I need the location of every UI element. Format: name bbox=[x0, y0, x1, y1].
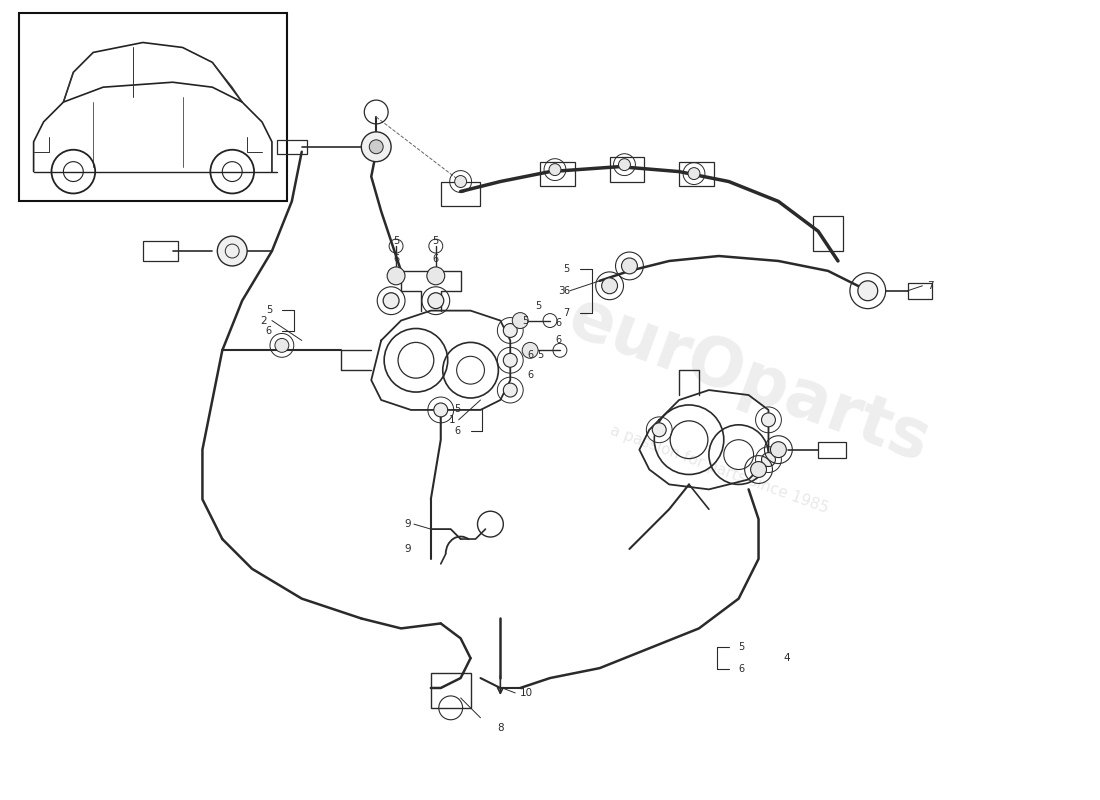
Text: 5: 5 bbox=[432, 236, 439, 246]
Circle shape bbox=[504, 383, 517, 397]
Text: 6: 6 bbox=[432, 254, 439, 264]
Circle shape bbox=[761, 453, 776, 466]
Circle shape bbox=[522, 342, 538, 358]
Bar bbox=[679, 162, 714, 186]
Bar bbox=[908, 283, 933, 298]
Text: 5: 5 bbox=[535, 301, 541, 310]
Circle shape bbox=[688, 168, 700, 179]
Circle shape bbox=[387, 267, 405, 285]
Circle shape bbox=[504, 323, 517, 338]
Circle shape bbox=[370, 140, 383, 154]
Text: 6: 6 bbox=[266, 326, 272, 337]
Text: 7: 7 bbox=[563, 308, 570, 318]
Text: 6: 6 bbox=[556, 318, 561, 327]
Bar bbox=[431, 673, 471, 708]
Circle shape bbox=[761, 413, 776, 427]
Text: 5: 5 bbox=[454, 404, 461, 414]
Text: 9: 9 bbox=[405, 544, 411, 554]
Text: 3: 3 bbox=[559, 286, 565, 296]
Text: 5: 5 bbox=[739, 642, 745, 652]
Text: eurOparts: eurOparts bbox=[559, 284, 938, 476]
Bar bbox=[540, 162, 575, 186]
Bar bbox=[19, 13, 287, 202]
Text: 2: 2 bbox=[261, 315, 267, 326]
Circle shape bbox=[750, 462, 767, 478]
Text: 9: 9 bbox=[405, 519, 411, 529]
Circle shape bbox=[621, 258, 637, 274]
Circle shape bbox=[513, 313, 528, 329]
Circle shape bbox=[770, 442, 786, 458]
Text: 6: 6 bbox=[563, 286, 570, 296]
Circle shape bbox=[275, 338, 289, 352]
Text: 10: 10 bbox=[520, 688, 534, 698]
Circle shape bbox=[361, 132, 392, 162]
Circle shape bbox=[858, 281, 878, 301]
Text: 4: 4 bbox=[783, 653, 790, 663]
Circle shape bbox=[427, 267, 444, 285]
Text: 6: 6 bbox=[527, 350, 534, 360]
Text: 6: 6 bbox=[556, 335, 561, 346]
Circle shape bbox=[454, 175, 466, 187]
Bar bbox=[818, 442, 846, 458]
Text: 5: 5 bbox=[266, 305, 272, 314]
Circle shape bbox=[383, 293, 399, 309]
Text: 5: 5 bbox=[537, 350, 543, 360]
Text: 5: 5 bbox=[522, 315, 528, 326]
Circle shape bbox=[602, 278, 617, 294]
Circle shape bbox=[549, 164, 561, 175]
Circle shape bbox=[218, 236, 248, 266]
Circle shape bbox=[433, 403, 448, 417]
Text: 5: 5 bbox=[393, 236, 399, 246]
Bar bbox=[813, 216, 843, 251]
Text: 5: 5 bbox=[563, 264, 570, 274]
Text: 6: 6 bbox=[527, 370, 534, 380]
Text: 1: 1 bbox=[449, 415, 455, 425]
Text: a passion for parts since 1985: a passion for parts since 1985 bbox=[607, 423, 830, 516]
Text: 6: 6 bbox=[454, 426, 461, 436]
Bar bbox=[143, 241, 177, 261]
Text: 7: 7 bbox=[927, 281, 934, 290]
Bar bbox=[441, 182, 481, 206]
Text: 6: 6 bbox=[739, 664, 745, 674]
Text: 6: 6 bbox=[393, 254, 399, 264]
Circle shape bbox=[504, 354, 517, 367]
Bar bbox=[609, 157, 645, 182]
Circle shape bbox=[652, 423, 667, 437]
Text: 8: 8 bbox=[497, 722, 504, 733]
Circle shape bbox=[618, 158, 630, 170]
Circle shape bbox=[428, 293, 443, 309]
Bar bbox=[277, 140, 307, 154]
